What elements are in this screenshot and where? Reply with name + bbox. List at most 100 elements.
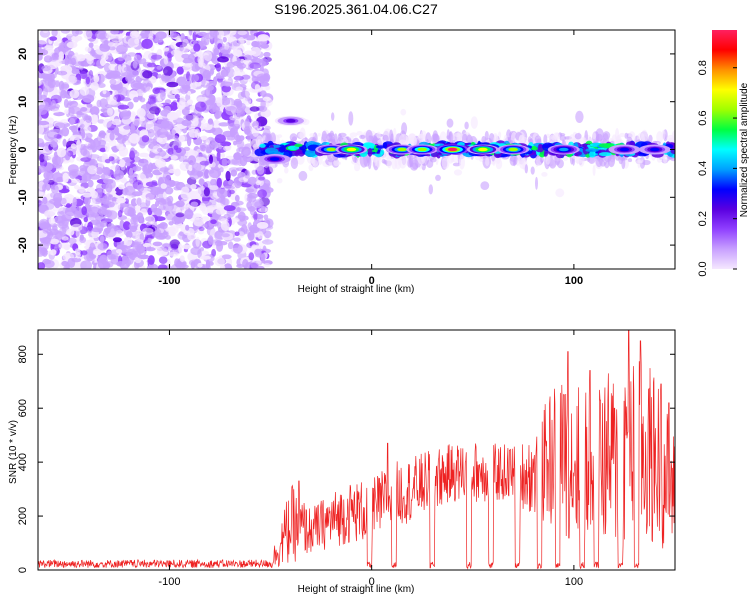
noise-blob [135, 232, 146, 242]
noise-blob [182, 57, 194, 64]
noise-blob [175, 212, 185, 218]
noise-blob [168, 180, 176, 187]
signal-halo [284, 167, 289, 174]
noise-blob [44, 55, 53, 63]
snr-y-ticks: 0 200 400 600 800 [17, 345, 675, 573]
noise-blob [85, 76, 90, 85]
snr-x-ticks: -100 0 100 [158, 330, 583, 588]
noise-blob [38, 87, 43, 95]
signal-blob [598, 152, 613, 157]
noise-blob [132, 60, 138, 69]
noise-blob [228, 167, 240, 173]
noise-blob [232, 40, 241, 47]
signal-halo [522, 156, 526, 170]
noise-blob [169, 239, 181, 249]
noise-blob [64, 57, 69, 67]
noise-blob [190, 184, 197, 190]
signal-blob [375, 145, 386, 149]
noise-blob [89, 242, 96, 250]
noise-blob [188, 164, 193, 172]
noise-blob [51, 30, 58, 37]
noise-blob [217, 56, 229, 63]
noise-blob [61, 236, 69, 241]
noise-blob [240, 58, 245, 64]
noise-blob [52, 225, 58, 231]
noise-blob [257, 189, 267, 199]
noise-blob [182, 64, 192, 73]
noise-blob [157, 264, 168, 269]
noise-blob [87, 221, 93, 231]
signal-halo [527, 136, 532, 144]
signal-halo [441, 157, 450, 169]
noise-blob [220, 49, 231, 55]
noise-blob [51, 155, 64, 166]
noise-blob [197, 262, 203, 268]
noise-blob [127, 37, 140, 48]
noise-blob [40, 94, 47, 99]
noise-blob [206, 82, 211, 91]
noise-blob [113, 126, 120, 136]
noise-blob [248, 252, 255, 261]
noise-blob [120, 177, 127, 184]
noise-blob [104, 62, 111, 73]
noise-blob [40, 237, 52, 244]
noise-blob [221, 233, 230, 238]
noise-region [38, 30, 274, 269]
noise-blob [48, 121, 53, 129]
noise-blob [99, 147, 107, 153]
y-tick-label: -10 [17, 189, 29, 205]
signal-peak [447, 147, 458, 152]
noise-blob [88, 42, 94, 48]
noise-blob [236, 101, 243, 108]
noise-blob [217, 30, 225, 40]
noise-blob [70, 134, 82, 140]
noise-blob [51, 184, 59, 194]
noise-blob [260, 253, 266, 264]
noise-blob [86, 55, 94, 65]
noise-blob [168, 251, 179, 257]
noise-blob [128, 167, 134, 176]
noise-blob [42, 227, 49, 234]
noise-blob [190, 201, 199, 207]
noise-blob [38, 104, 48, 115]
noise-blob [242, 259, 249, 269]
signal-halo [348, 111, 354, 126]
noise-blob [82, 192, 92, 198]
y-tick-label: 0 [17, 567, 29, 573]
noise-blob [150, 204, 158, 213]
noise-blob [117, 104, 129, 110]
noise-blob [101, 167, 110, 174]
noise-blob [159, 167, 169, 172]
signal-halo [452, 162, 461, 167]
noise-blob [65, 252, 70, 259]
noise-blob [205, 139, 210, 146]
noise-blob [236, 63, 247, 69]
noise-blob [215, 240, 223, 247]
noise-blob [141, 135, 150, 143]
noise-blob [102, 89, 107, 95]
signal-halo [298, 132, 306, 139]
noise-blob [98, 206, 107, 216]
noise-blob [95, 197, 107, 203]
noise-blob [218, 122, 230, 127]
noise-blob [79, 234, 85, 241]
signal-blob [589, 150, 596, 158]
noise-blob [170, 49, 181, 56]
noise-blob [107, 73, 118, 80]
noise-blob [52, 172, 63, 183]
noise-blob [225, 34, 233, 39]
noise-blob [227, 241, 234, 250]
noise-blob [216, 188, 229, 199]
noise-blob [130, 214, 139, 220]
noise-blob [87, 165, 98, 175]
noise-blob [257, 105, 268, 113]
signal-halo [359, 134, 366, 140]
noise-blob [104, 142, 110, 153]
noise-blob [79, 86, 90, 96]
signal-halo [399, 133, 408, 144]
signal-blob [380, 149, 385, 155]
noise-blob [249, 106, 260, 112]
noise-blob [107, 194, 114, 201]
noise-blob [205, 259, 211, 269]
noise-blob [116, 44, 128, 54]
